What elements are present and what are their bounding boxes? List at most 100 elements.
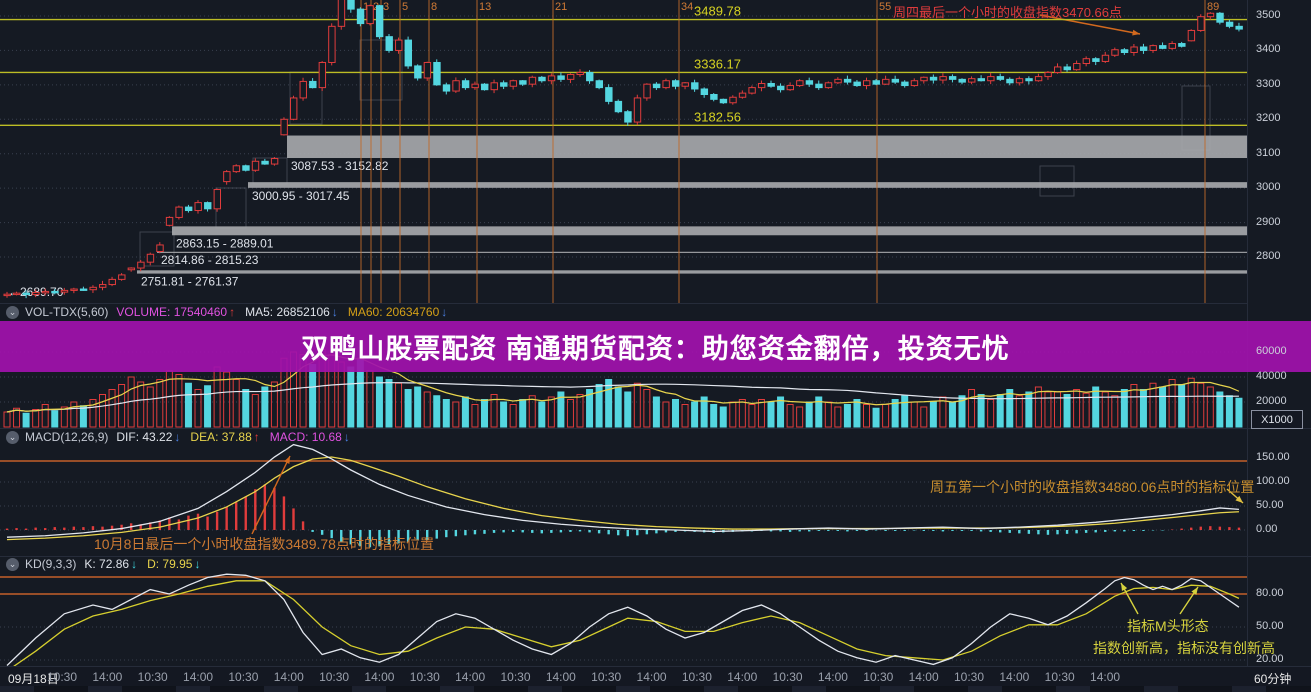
k-line xyxy=(6,573,1240,666)
volume-bar xyxy=(987,399,995,428)
volume-bar xyxy=(347,366,355,428)
volume-bar xyxy=(366,370,374,428)
volume-bar xyxy=(586,389,594,428)
bottom-strip xyxy=(0,686,1311,692)
volume-bar xyxy=(481,399,488,428)
volume-bar xyxy=(691,401,699,428)
volume-bar xyxy=(194,389,202,428)
volume-bar xyxy=(1101,391,1109,428)
gap-zone-bands: 3087.53 - 3152.82 3000.95 - 3017.45 2863.1… xyxy=(8,135,1247,299)
volume-bar xyxy=(996,394,1004,428)
volume-bar xyxy=(261,386,269,428)
time-axis[interactable]: 09月18日 60分钟 10:30 14:00 10:30 14:00 10:30 14:… xyxy=(0,666,1311,687)
fibonacci-label: 5 xyxy=(402,1,408,13)
volume-bar xyxy=(1159,386,1167,428)
time-label: 10:30 xyxy=(953,670,985,684)
macd-panel xyxy=(0,443,1247,548)
time-axis-date: 09月18日 xyxy=(8,672,59,686)
gap-zone-label: 3000.95 - 3017.45 xyxy=(252,189,350,203)
time-label: 14:00 xyxy=(908,670,939,684)
volume-bar xyxy=(500,401,508,428)
time-label: 10:30 xyxy=(500,670,531,684)
volume-bar xyxy=(232,379,240,428)
volume-bar xyxy=(404,389,412,428)
gap-zone-band xyxy=(287,135,1247,159)
volume-bar xyxy=(1235,397,1243,428)
volume-bar xyxy=(70,401,78,428)
time-label: 10:30 xyxy=(681,670,712,684)
fibonacci-label: 34 xyxy=(681,1,693,13)
volume-bar xyxy=(175,374,183,428)
volume-bar xyxy=(901,395,909,428)
volume-bar xyxy=(1178,384,1186,428)
time-label: 14:00 xyxy=(455,670,486,684)
time-label: 10:30 xyxy=(863,670,894,684)
volume-bar xyxy=(204,385,212,428)
volume-bar xyxy=(184,382,192,428)
volume-bar xyxy=(796,406,804,428)
volume-bar xyxy=(777,396,785,428)
time-axis-period: 60分钟 xyxy=(1254,672,1292,686)
gap-zone-band xyxy=(248,182,1247,188)
volume-bar xyxy=(719,406,727,428)
time-label: 14:00 xyxy=(545,670,576,684)
volume-bar xyxy=(223,371,231,428)
time-label: 10:30 xyxy=(137,670,168,684)
volume-bar xyxy=(643,389,651,428)
marked-price-levels: 3489.78 3336.17 3182.56 xyxy=(0,4,1247,126)
candlestick-series xyxy=(3,0,1243,299)
promo-banner: 双鸭山股票配资 南通期货配资：助您资金翻倍，投资无忧 xyxy=(0,321,1311,372)
volume-bar xyxy=(509,404,517,428)
volume-bar xyxy=(442,399,450,428)
volume-bar xyxy=(1187,377,1195,428)
volume-bar xyxy=(882,404,890,428)
volume-bar xyxy=(1120,389,1128,428)
volume-bar xyxy=(89,399,97,428)
marked-price-label: 3489.78 xyxy=(694,4,741,19)
volume-bar xyxy=(853,399,861,428)
volume-bar xyxy=(1216,391,1224,428)
time-label: 10:30 xyxy=(319,670,350,684)
volume-bar xyxy=(99,394,106,428)
time-label: 10:30 xyxy=(409,670,440,684)
volume-bar xyxy=(843,404,851,428)
time-label: 14:00 xyxy=(636,670,667,684)
volume-bar xyxy=(614,386,622,428)
volume-bar xyxy=(662,401,670,428)
time-label: 14:00 xyxy=(727,670,758,684)
volume-bar xyxy=(79,405,87,428)
marked-price-label: 3336.17 xyxy=(694,56,741,71)
volume-bar xyxy=(576,394,584,428)
volume-bar xyxy=(633,382,641,428)
volume-bar xyxy=(1197,382,1205,428)
volume-bar xyxy=(815,396,823,428)
volume-bar xyxy=(118,384,126,428)
fibonacci-label: 8 xyxy=(431,1,437,13)
volume-bar xyxy=(1149,382,1157,428)
gap-zone-label: 2751.81 - 2761.37 xyxy=(141,275,239,289)
volume-bar xyxy=(490,394,498,428)
time-label: 10:30 xyxy=(591,670,622,684)
volume-bar xyxy=(920,406,928,428)
volume-bar xyxy=(538,401,546,428)
volume-bar xyxy=(385,379,393,428)
volume-ma-line xyxy=(6,382,1239,413)
volume-bar xyxy=(471,404,479,428)
volume-bar xyxy=(729,401,737,428)
time-label: 14:00 xyxy=(183,670,214,684)
volume-bar xyxy=(566,399,574,428)
volume-bar xyxy=(251,394,259,428)
volume-ma-line xyxy=(6,354,1240,413)
volume-bar xyxy=(1082,392,1090,428)
volume-bar xyxy=(32,409,40,428)
volume-bar xyxy=(767,401,775,428)
volume-bar xyxy=(3,411,11,428)
volume-bar xyxy=(1092,386,1100,428)
volume-bar xyxy=(1130,384,1138,428)
marked-price-label: 3182.56 xyxy=(694,109,741,124)
volume-bar xyxy=(1054,391,1061,428)
volume-bar xyxy=(1225,395,1233,428)
volume-bar xyxy=(681,404,689,428)
